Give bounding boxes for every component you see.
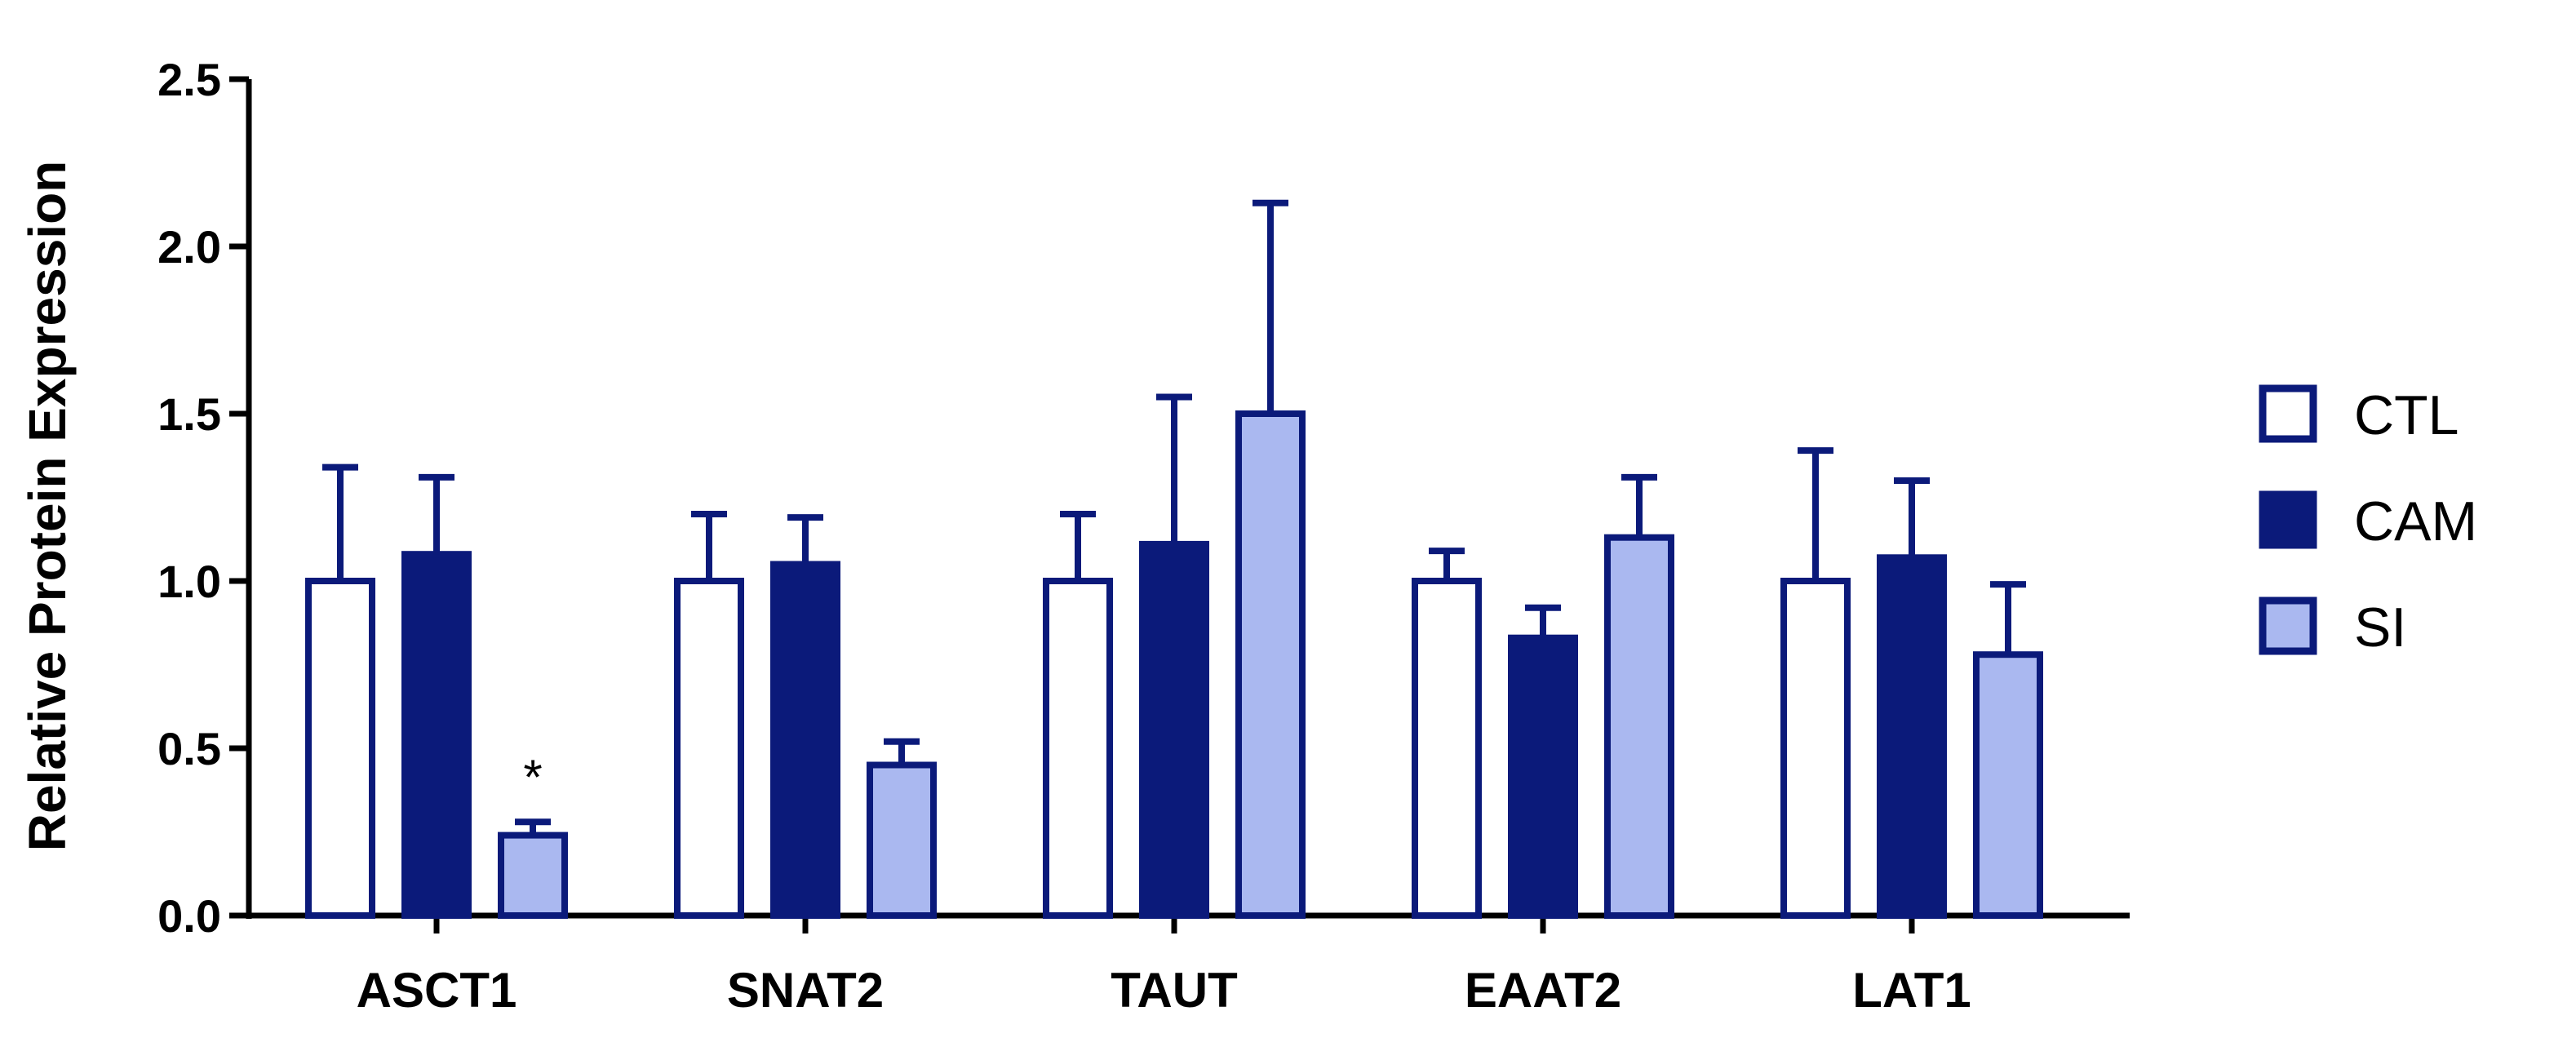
legend-swatch-si bbox=[2259, 596, 2317, 655]
x-tick-label: SNAT2 bbox=[727, 963, 884, 1018]
annotations-group: * bbox=[523, 750, 542, 805]
y-tick-label: 0.0 bbox=[157, 890, 221, 942]
bar-eaat2-cam bbox=[1508, 634, 1578, 919]
bars-group bbox=[305, 410, 2043, 920]
bar-asct1-cam bbox=[401, 551, 472, 919]
legend-swatch-ctl bbox=[2259, 384, 2317, 443]
y-tick-label: 2.0 bbox=[157, 221, 221, 273]
legend-label-ctl: CTL bbox=[2354, 384, 2459, 446]
y-axis: 0.0 0.5 1.0 1.5 2.0 2.5 bbox=[157, 54, 252, 942]
bar-lat1-si bbox=[1973, 651, 2043, 919]
bar-lat1-ctl bbox=[1780, 578, 1851, 919]
x-tick-label: TAUT bbox=[1111, 963, 1238, 1018]
y-tick-label: 1.5 bbox=[157, 388, 221, 440]
legend-label-si: SI bbox=[2354, 596, 2406, 659]
significance-marker: * bbox=[523, 750, 542, 805]
y-tick-label: 1.0 bbox=[157, 556, 221, 607]
legend-label-cam: CAM bbox=[2354, 490, 2477, 552]
bar-asct1-ctl bbox=[305, 578, 375, 919]
y-axis-label: Relative Protein Expression bbox=[18, 161, 77, 852]
bar-snat2-ctl bbox=[674, 578, 744, 919]
y-tick-label: 2.5 bbox=[157, 54, 221, 105]
error-bars-group bbox=[322, 199, 2026, 836]
y-tick-label: 0.5 bbox=[157, 723, 221, 774]
x-tick-label: LAT1 bbox=[1852, 963, 1971, 1018]
bar-snat2-cam bbox=[770, 561, 840, 919]
x-tick-label: EAAT2 bbox=[1465, 963, 1621, 1018]
bar-snat2-si bbox=[867, 761, 937, 919]
bar-taut-ctl bbox=[1043, 578, 1113, 919]
bar-asct1-si bbox=[498, 831, 568, 919]
bar-eaat2-ctl bbox=[1412, 578, 1482, 919]
bar-lat1-cam bbox=[1877, 554, 1947, 919]
bar-taut-si bbox=[1235, 410, 1306, 919]
bar-taut-cam bbox=[1139, 540, 1209, 920]
x-tick-label: ASCT1 bbox=[357, 963, 517, 1018]
legend-swatch-cam bbox=[2259, 490, 2317, 549]
bar-eaat2-si bbox=[1604, 534, 1674, 919]
x-axis: ASCT1 SNAT2 TAUT EAAT2 LAT1 bbox=[246, 912, 2130, 1018]
legend: CTL CAM SI bbox=[2259, 384, 2477, 659]
